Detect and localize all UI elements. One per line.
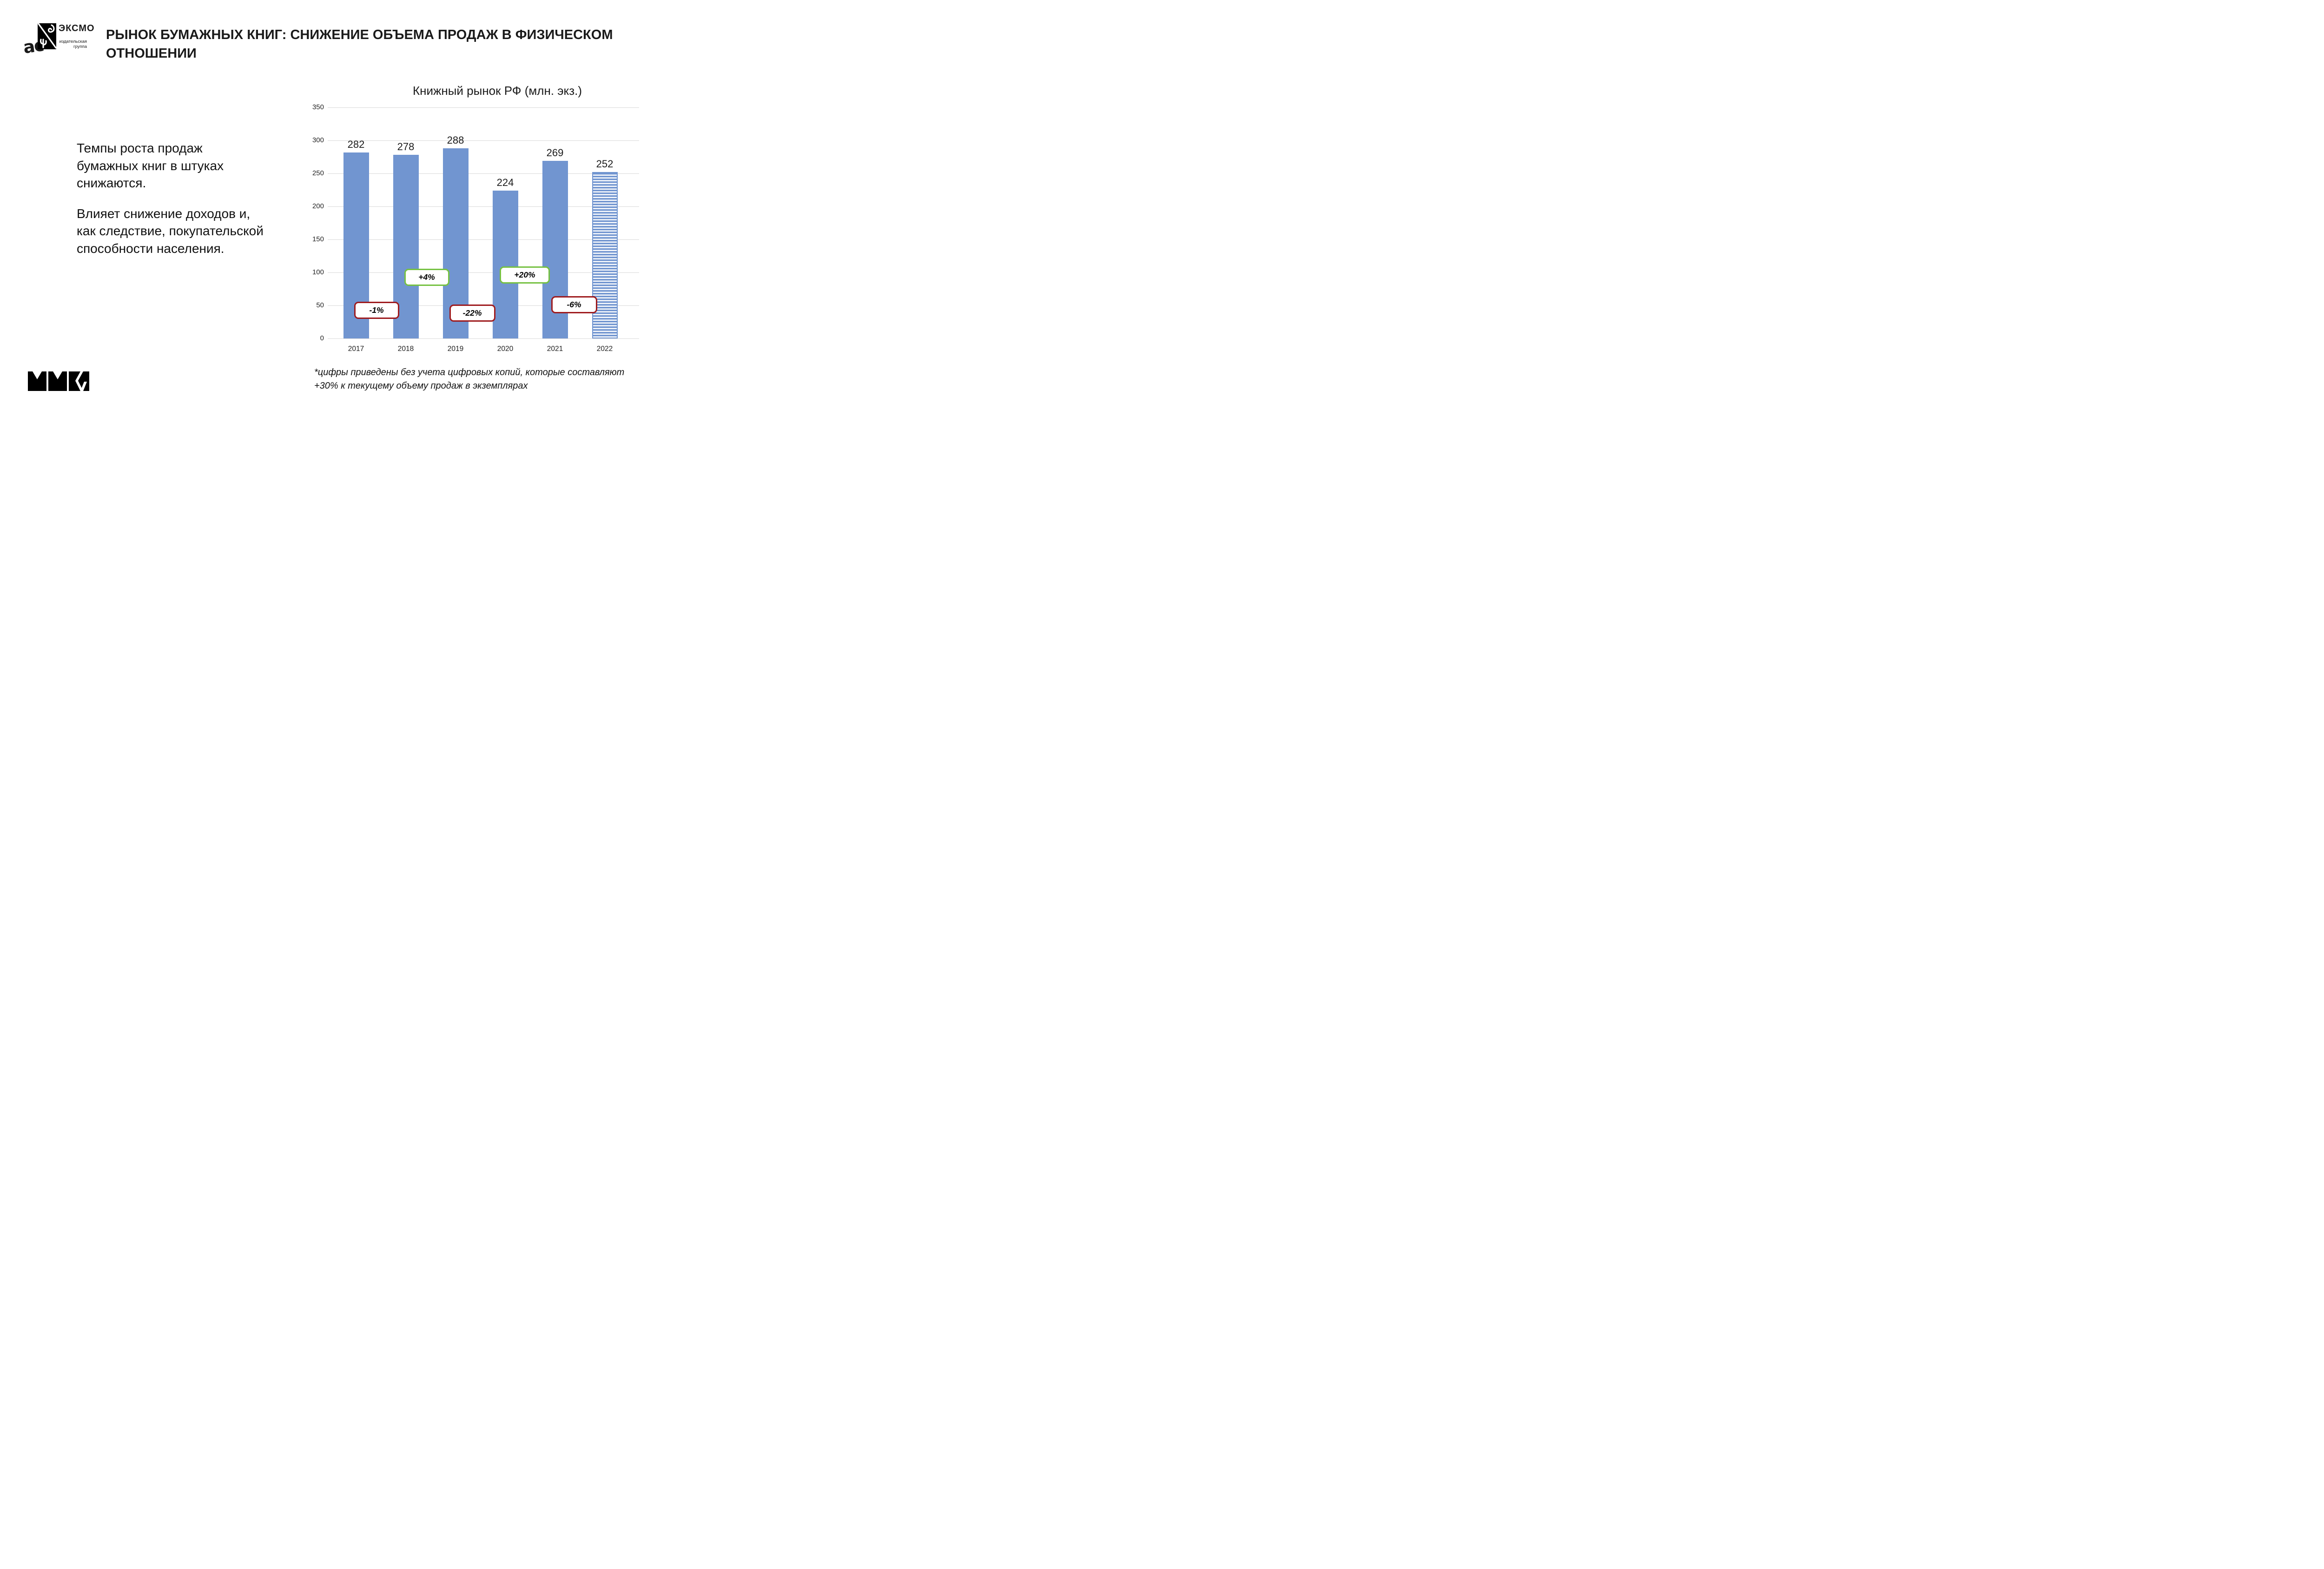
y-axis-label-300: 300	[312, 136, 324, 144]
x-axis-label-2022: 2022	[596, 345, 613, 353]
x-axis-label-2018: 2018	[397, 345, 414, 353]
bar-value-label-2019: 288	[447, 134, 464, 146]
y-axis-label-50: 50	[316, 301, 324, 309]
y-axis-label-250: 250	[312, 169, 324, 177]
gridline-150	[328, 239, 639, 240]
x-axis-label-2019: 2019	[447, 345, 464, 353]
change-callout-2017-2018: -1%	[354, 302, 399, 319]
y-axis-label-200: 200	[312, 202, 324, 210]
bar-value-label-2021: 269	[546, 147, 564, 159]
bar-value-label-2018: 278	[397, 141, 415, 153]
eksmo-swirl-icon	[48, 24, 55, 33]
x-axis-label-2020: 2020	[497, 345, 514, 353]
y-axis-label-150: 150	[312, 235, 324, 243]
page-title: РЫНОК БУМАЖНЫХ КНИГ: СНИЖЕНИЕ ОБЪЕМА ПРО…	[106, 27, 613, 61]
bar-chart-plot-area: 0 50 100 150 200 250 300 350 282 2017 278 2018 288 20…	[312, 103, 639, 353]
bar-value-label-2017: 282	[347, 138, 365, 150]
change-callout-2020-2021: +20%	[500, 266, 550, 284]
change-callout-2019-2020: -22%	[449, 305, 495, 322]
gridline-200	[328, 206, 639, 207]
gridline-0	[328, 338, 639, 339]
change-callout-2018-2019: +4%	[404, 269, 449, 286]
mmky-letters-kya	[69, 371, 89, 391]
chart-title: Книжный рынок РФ (млн. экз.)	[412, 84, 582, 98]
eksmo-ast-logo-mark	[38, 23, 56, 49]
diagonal-divider	[38, 23, 56, 49]
y-axis-label-100: 100	[312, 268, 324, 276]
gridline-100	[328, 272, 639, 273]
bar-value-label-2022: 252	[596, 158, 614, 170]
bar-2022	[592, 172, 618, 338]
y-axis-label-0: 0	[320, 334, 324, 342]
change-callout-2021-2022: -6%	[551, 296, 597, 313]
body-paragraph-2: Влияет снижение доходов и, как следствие…	[77, 206, 264, 256]
bar-2020	[492, 190, 518, 338]
body-paragraph-1: Темпы роста продаж бумажных книг в штука…	[77, 141, 224, 190]
slide: ас ЭКСМО издательская группа РЫНОК БУМАЖ…	[0, 0, 716, 403]
x-axis-label-2017: 2017	[348, 345, 364, 353]
x-axis-label-2021: 2021	[547, 345, 563, 353]
mmky-letter-m-1	[28, 371, 46, 391]
bar-value-label-2020: 224	[496, 176, 514, 188]
ast-cactus-icon	[40, 39, 47, 48]
y-axis-label-350: 350	[312, 103, 324, 111]
mmky-logo	[28, 371, 89, 391]
mmky-letter-m-2	[48, 371, 67, 391]
gridline-350	[328, 107, 639, 108]
gridline-250	[328, 173, 639, 174]
body-text: Темпы роста продаж бумажных книг в штука…	[77, 139, 309, 257]
gridline-300	[328, 140, 639, 141]
footnote: *цифры приведены без учета цифровых копи…	[314, 367, 625, 391]
brand-subtitle: издательская группа	[59, 39, 87, 49]
brand-name: ЭКСМО	[59, 23, 95, 33]
